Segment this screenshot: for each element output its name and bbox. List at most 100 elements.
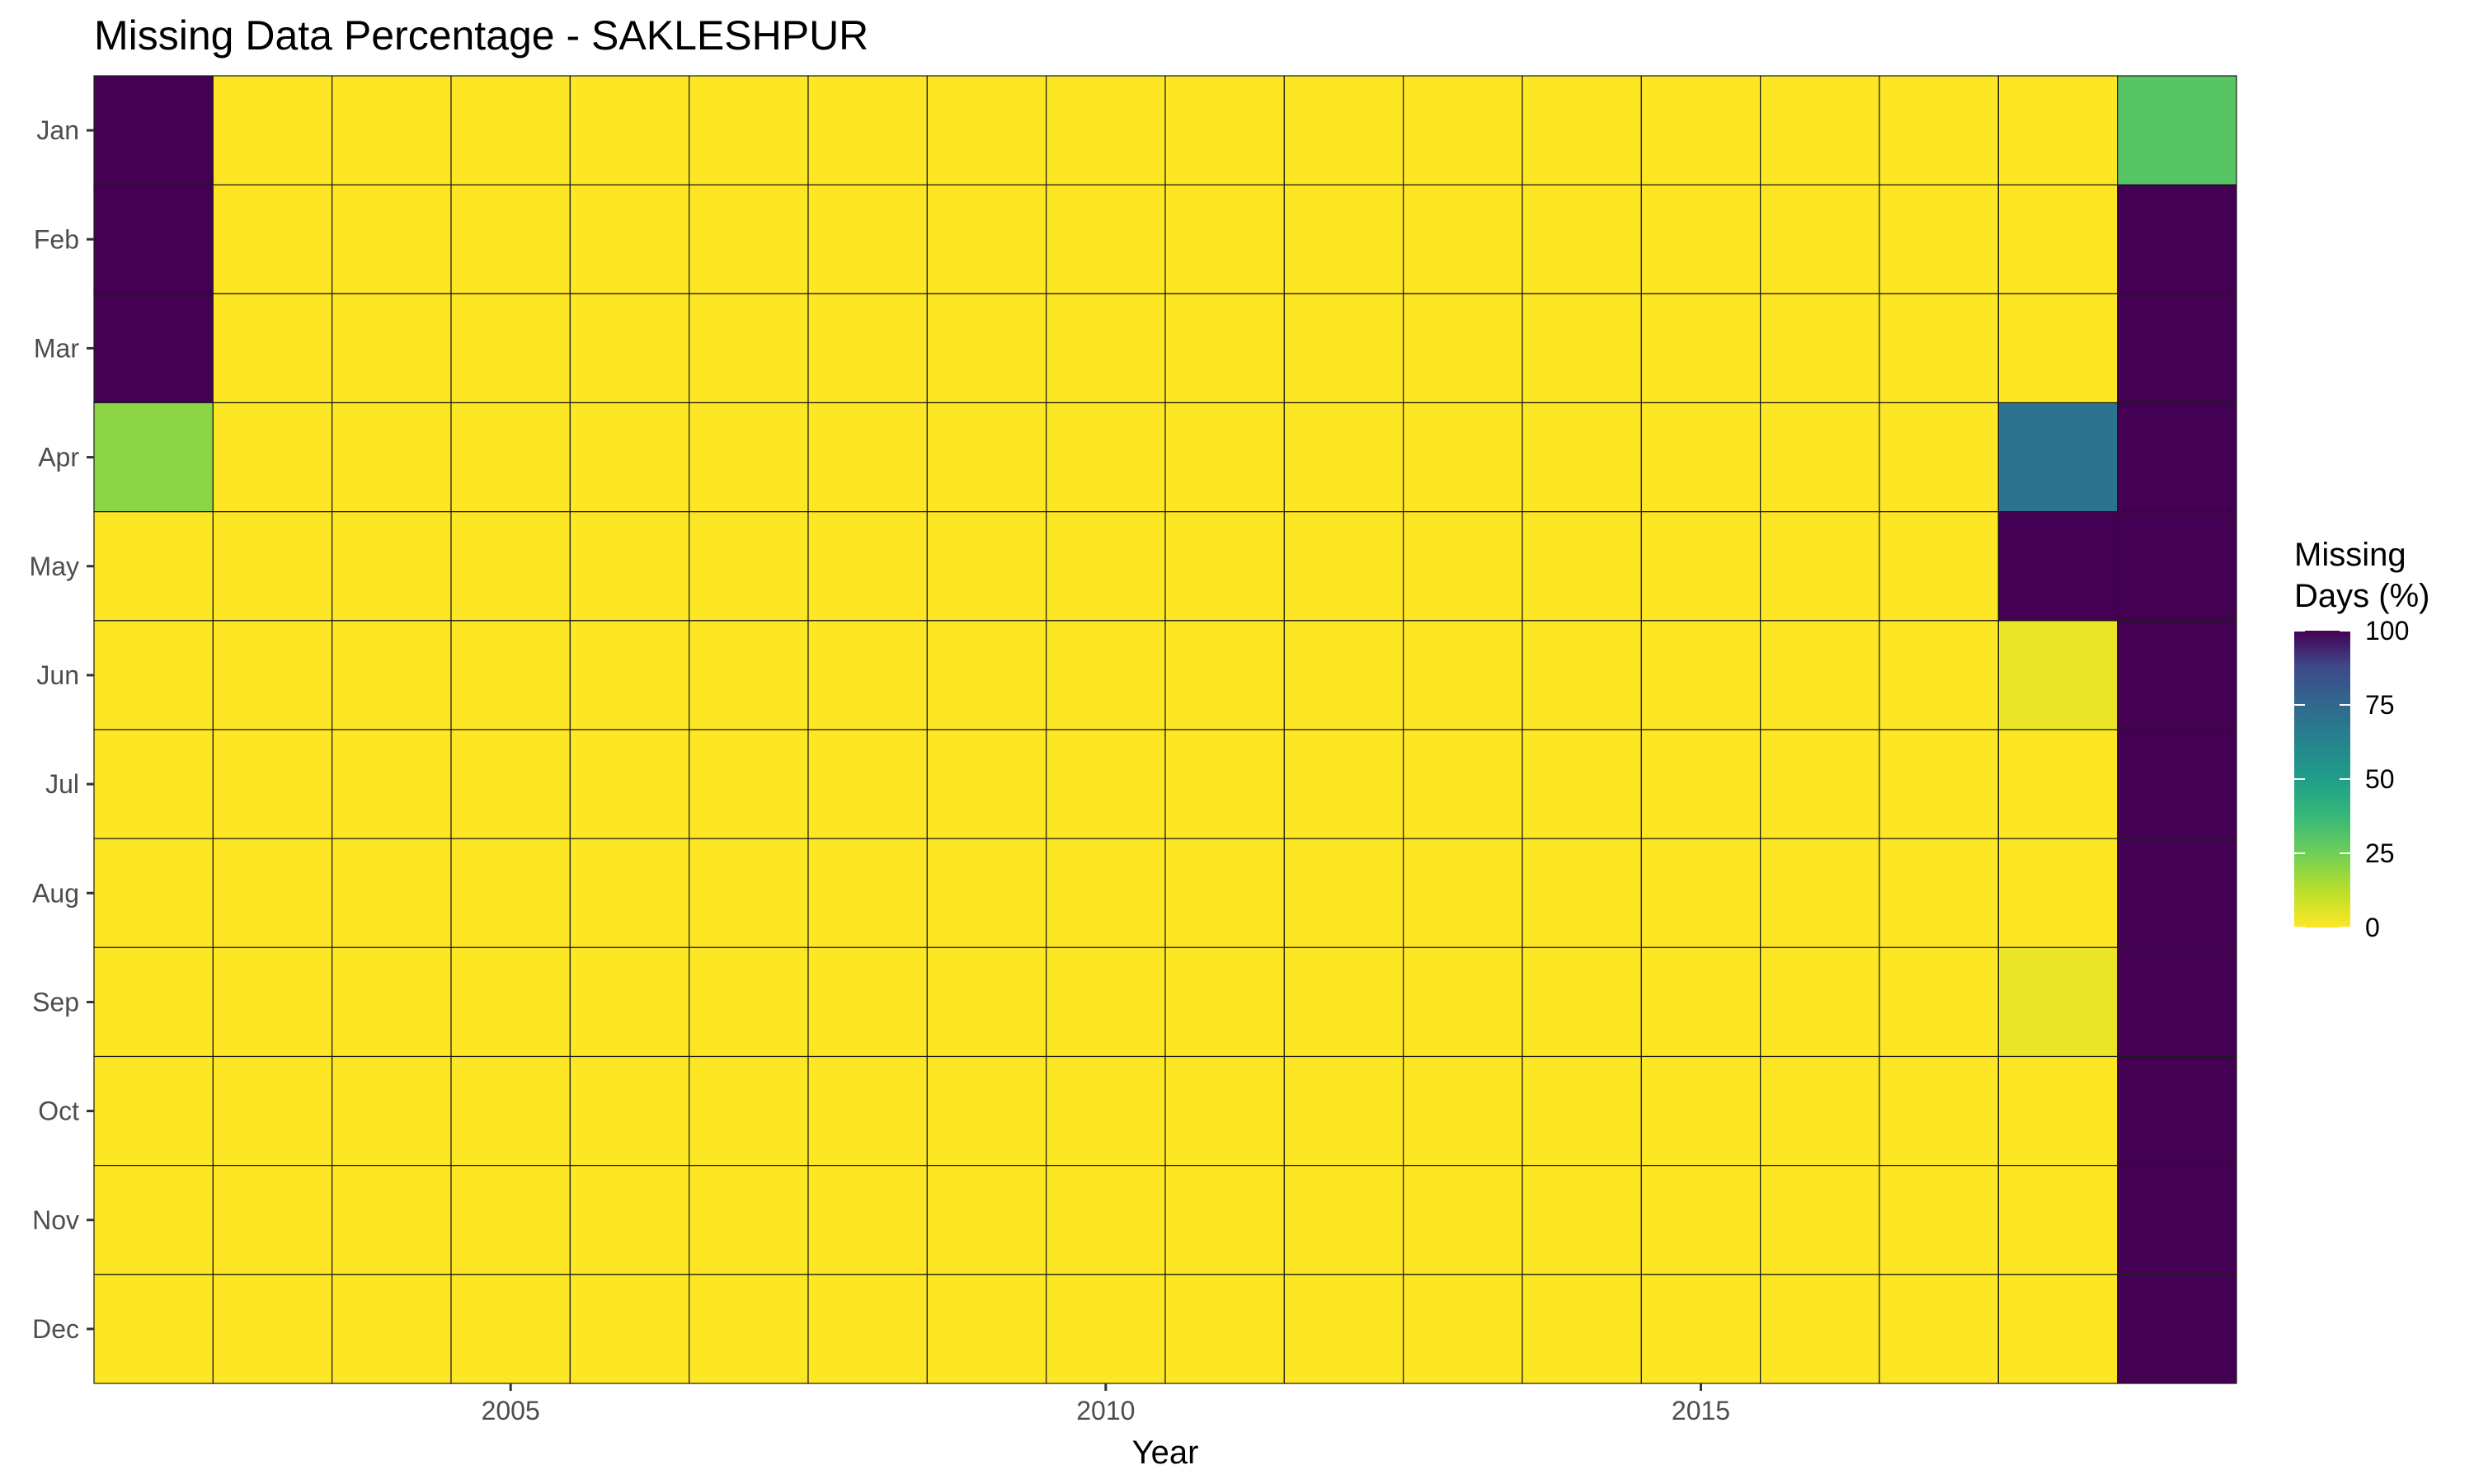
heatmap-cell [1046, 402, 1166, 513]
heatmap-cell [1283, 1274, 1404, 1384]
heatmap-cell [1164, 838, 1285, 948]
heatmap-cell [450, 75, 571, 186]
heatmap-cell [450, 946, 571, 1058]
heatmap-cell [1283, 946, 1404, 1058]
heatmap-cell [332, 729, 452, 839]
heatmap-cell [2117, 946, 2237, 1058]
heatmap-cell [1164, 402, 1285, 513]
heatmap-cell [450, 729, 571, 839]
heatmap-cell [1760, 729, 1880, 839]
heatmap-cell [1760, 402, 1880, 513]
heatmap-cell [1164, 620, 1285, 730]
heatmap-cell [926, 620, 1047, 730]
heatmap-cell [1760, 946, 1880, 1058]
heatmap-cell [212, 1274, 333, 1384]
heatmap-cell [450, 620, 571, 730]
heatmap-cell [1997, 946, 2119, 1058]
heatmap-cell [1046, 1274, 1166, 1384]
heatmap-cell [807, 729, 928, 839]
heatmap-cell [1760, 1165, 1880, 1275]
heatmap-cell [212, 620, 333, 730]
heatmap-cell [93, 293, 214, 404]
legend-tick-label: 50 [2365, 764, 2395, 794]
heatmap-cell [2117, 838, 2237, 948]
heatmap-cell [1403, 946, 1523, 1058]
heatmap-cell [689, 184, 809, 294]
heatmap-cell [1046, 946, 1166, 1058]
heatmap-cell [689, 293, 809, 404]
heatmap-cell [1046, 729, 1166, 839]
heatmap-cell [1522, 184, 1642, 294]
heatmap-cell [569, 946, 690, 1058]
heatmap-cell [569, 511, 690, 622]
heatmap-cell [1283, 511, 1404, 622]
heatmap-cell [93, 946, 214, 1058]
heatmap-cell [1640, 1165, 1761, 1275]
heatmap-cell [1879, 1055, 1999, 1167]
heatmap-cell [689, 620, 809, 730]
heatmap-cell [1403, 402, 1523, 513]
heatmap-cell [807, 75, 928, 186]
heatmap-cell [2117, 620, 2237, 730]
heatmap-cell [1283, 402, 1404, 513]
heatmap-cell [689, 946, 809, 1058]
y-tick-label: Feb [34, 224, 79, 254]
heatmap-cell [1046, 620, 1166, 730]
heatmap-cell [212, 1165, 333, 1275]
heatmap-cell [1879, 402, 1999, 513]
heatmap-cell [926, 946, 1047, 1058]
heatmap-cell [1640, 838, 1761, 948]
heatmap-cell [926, 1165, 1047, 1275]
heatmap-cell [1403, 75, 1523, 186]
heatmap-cell [1283, 838, 1404, 948]
heatmap-cell [1879, 511, 1999, 622]
legend-tick-label: 100 [2365, 616, 2409, 646]
y-tick-label: Jun [36, 660, 79, 690]
heatmap-cell [569, 1274, 690, 1384]
heatmap-cell [332, 402, 452, 513]
heatmap-cell [1283, 1055, 1404, 1167]
heatmap-cell [569, 184, 690, 294]
heatmap-cell [569, 293, 690, 404]
heatmap-cell [1046, 1165, 1166, 1275]
heatmap-cell [1997, 838, 2119, 948]
heatmap-cell [93, 620, 214, 730]
heatmap-cell [1403, 293, 1523, 404]
heatmap-cell [1046, 293, 1166, 404]
heatmap-cell [1164, 1274, 1285, 1384]
heatmap-cell [1164, 1055, 1285, 1167]
heatmap-cell [1760, 1055, 1880, 1167]
heatmap-cell [2117, 1055, 2237, 1167]
heatmap-cell [212, 293, 333, 404]
chart-title: Missing Data Percentage - SAKLESHPUR [94, 12, 868, 59]
heatmap-cell [212, 1055, 333, 1167]
heatmap-cell [212, 184, 333, 294]
heatmap-cell [926, 293, 1047, 404]
heatmap-cell [689, 838, 809, 948]
heatmap-cell [807, 511, 928, 622]
heatmap-cell [1879, 1165, 1999, 1275]
heatmap-cell [2117, 511, 2237, 622]
heatmap-cell [689, 729, 809, 839]
heatmap-cell [450, 293, 571, 404]
heatmap-cell [569, 729, 690, 839]
heatmap-cell [926, 75, 1047, 186]
heatmap-cell [807, 293, 928, 404]
heatmap-cell [1997, 402, 2119, 513]
heatmap-cell [1522, 511, 1642, 622]
heatmap-cell [1879, 838, 1999, 948]
y-tick-label: Oct [38, 1097, 79, 1126]
heatmap-cell [2117, 184, 2237, 294]
heatmap-cell [1879, 620, 1999, 730]
heatmap-cell [1760, 511, 1880, 622]
heatmap-cell [1522, 293, 1642, 404]
heatmap-cell [2117, 1165, 2237, 1275]
heatmap-cell [93, 75, 214, 186]
heatmap-cell [1522, 946, 1642, 1058]
heatmap-cell [1997, 1165, 2119, 1275]
heatmap-cell [807, 184, 928, 294]
heatmap-cell [926, 838, 1047, 948]
heatmap-cell [689, 1055, 809, 1167]
heatmap-cell [1046, 184, 1166, 294]
